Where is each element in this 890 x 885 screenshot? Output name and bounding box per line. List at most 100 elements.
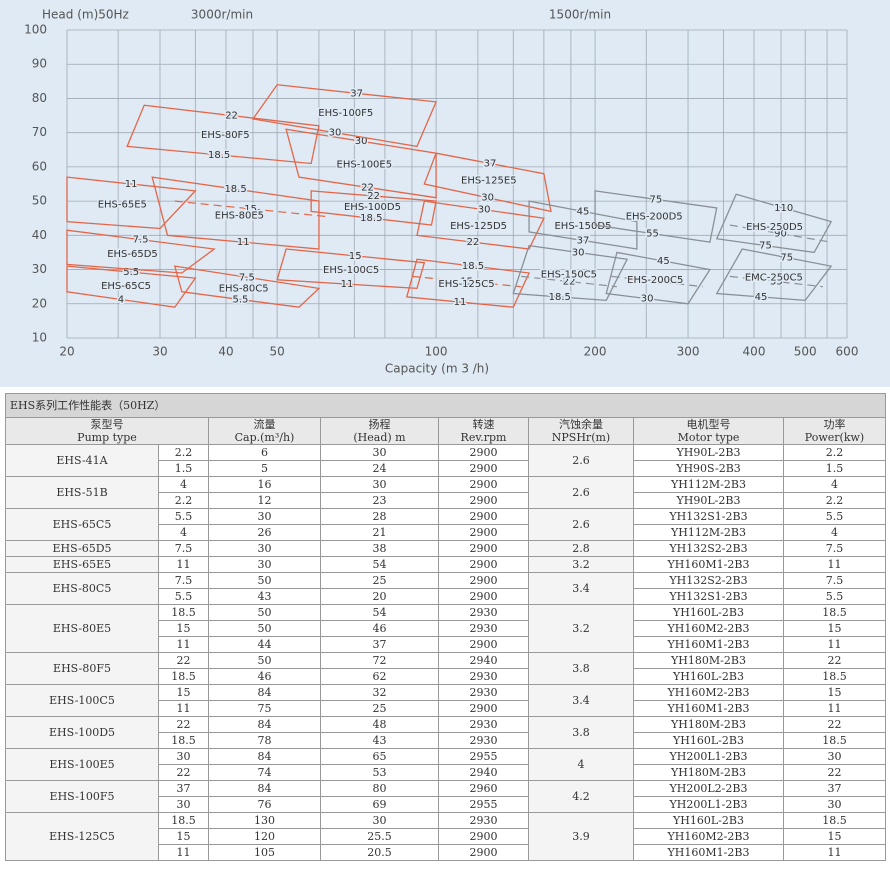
table-cell: 2.2	[782, 492, 887, 509]
region-name: EHS-100D5	[344, 202, 401, 213]
table-cell: 2.6	[528, 444, 634, 477]
pump-region	[594, 190, 718, 243]
table-cell: 76	[208, 796, 321, 813]
pump-region	[173, 265, 321, 308]
table-cell: 84	[208, 748, 321, 765]
curve-label: 7.5	[133, 235, 149, 246]
table-cell: 3.4	[528, 684, 634, 717]
table-cell: 30	[208, 556, 321, 573]
motor-curve	[521, 275, 617, 288]
curve-label: 22	[361, 182, 374, 193]
pump-region	[512, 244, 629, 302]
curve-label: 37	[651, 277, 664, 288]
table-cell: 18.5	[782, 668, 887, 685]
region-name: EHS-250D5	[746, 222, 803, 233]
table-cell: YH160M1-2B3	[633, 636, 784, 653]
region-name: EHS-65E5	[98, 200, 147, 211]
curve-label: 37	[484, 158, 497, 169]
pump-region	[285, 128, 437, 199]
table-cell: 3.8	[528, 716, 634, 749]
curve-label: 18.5	[549, 292, 571, 303]
table-cell: 5.5	[782, 508, 887, 525]
curve-label: 30	[572, 247, 585, 258]
table-row: EHS-65E5 11 30 54 2900 3.2 YH160M1-2B3 11	[5, 556, 887, 573]
pump-region	[416, 200, 545, 250]
table-cell: YH180M-2B3	[633, 652, 784, 669]
curve-label: 15	[244, 204, 257, 215]
pump-region	[66, 176, 197, 230]
table-cell: 84	[208, 716, 321, 733]
curve-label: 15	[349, 251, 362, 262]
table-cell: 4	[782, 524, 887, 541]
table-cell: 2900	[438, 508, 529, 525]
table-cell: 2900	[438, 636, 529, 653]
table-cell: YH90L-2B3	[633, 444, 784, 461]
region-name: EHS-80F5	[201, 130, 250, 141]
region-name: EHS-200D5	[626, 212, 683, 223]
table-cell: 11	[158, 844, 209, 861]
table-row: EHS-41A 2.2 6 30 2900 2.6 YH90L-2B3 2.2	[5, 444, 887, 477]
table-cell: 26	[208, 524, 321, 541]
table-cell: 22	[158, 716, 209, 733]
table-cell: 105	[208, 844, 321, 861]
curve-label: 45	[577, 206, 590, 217]
table-cell: 2900	[438, 572, 529, 589]
table-cell: 75	[208, 700, 321, 717]
table-cell: 2930	[438, 732, 529, 749]
curve-label: 11	[341, 279, 354, 290]
table-cell: YH160M2-2B3	[633, 620, 784, 637]
pump-region	[310, 190, 437, 226]
table-row: EHS-100C5 15 84 32 2930 3.4 YH160M2-2B3 15	[5, 684, 887, 717]
table-cell: 25	[320, 572, 439, 589]
table-cell: EHS-80C5	[5, 572, 159, 605]
table-cell: 32	[320, 684, 439, 701]
region-name: EMC-250C5	[745, 272, 803, 283]
table-cell: 43	[320, 732, 439, 749]
y-tick-label: 80	[32, 91, 47, 105]
pump-region	[605, 251, 711, 305]
performance-table: EHS系列工作性能表（50HZ） 泵型号 Pump type 流量 Cap.(m³/h)…	[4, 393, 887, 861]
x-axis-label: Capacity (m 3 /h)	[385, 362, 489, 376]
table-cell: 2900	[438, 524, 529, 541]
table-cell: 38	[320, 540, 439, 557]
performance-chart: Head (m)50Hz Capacity (m 3 /h) 10 20 30 40 5…	[0, 0, 890, 387]
table-cell: 12	[208, 492, 321, 509]
table-cell: 2900	[438, 444, 529, 461]
table-cell: 18.5	[158, 732, 209, 749]
table-cell: 22	[782, 716, 887, 733]
table-cell: 2900	[438, 828, 529, 845]
header-zh: 功率	[823, 418, 846, 432]
table-cell: 4	[528, 748, 634, 781]
curve-label: 18.5	[462, 261, 484, 272]
table-cell: EHS-65E5	[5, 556, 159, 573]
table-cell: 65	[320, 748, 439, 765]
table-cell: 11	[782, 700, 887, 717]
y-tick-label: 10	[32, 331, 47, 345]
table-cell: 18.5	[782, 812, 887, 829]
table-cell: 电机型号 Motor type	[633, 417, 784, 445]
pump-region	[528, 200, 638, 250]
table-cell: 2900	[438, 588, 529, 605]
table-cell: 6	[208, 444, 321, 461]
table-cell: YH200L1-2B3	[633, 796, 784, 813]
pump-region	[66, 265, 197, 308]
table-cell: 48	[320, 716, 439, 733]
table-cell: YH180M-2B3	[633, 716, 784, 733]
table-cell: 2930	[438, 620, 529, 637]
table-cell: YH160M2-2B3	[633, 684, 784, 701]
curve-label: 55	[646, 229, 659, 240]
table-cell: 24	[320, 460, 439, 477]
pump-region	[276, 248, 426, 290]
table-cell: 30	[208, 508, 321, 525]
x-tick-label: 200	[584, 345, 607, 359]
table-cell: 2960	[438, 780, 529, 797]
curve-label: 18.5	[360, 213, 382, 224]
table-cell: YH112M-2B3	[633, 524, 784, 541]
table-row: 11 105 20.5 2900 YH160M1-2B3 11	[6, 844, 887, 861]
curve-label: 22	[225, 111, 238, 122]
header-en: Rev.rpm	[460, 431, 507, 444]
region-name: EHS-200C5	[627, 275, 683, 286]
table-cell: 30	[782, 796, 887, 813]
table-cell: 15	[782, 828, 887, 845]
